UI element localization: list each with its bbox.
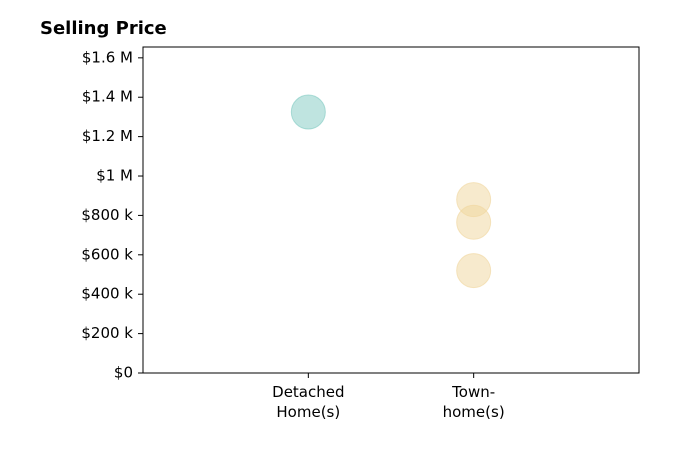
y-tick-label: $1.6 M	[82, 48, 133, 66]
chart-title: Selling Price	[40, 18, 167, 39]
y-tick-label: $1 M	[96, 167, 133, 185]
y-tick-label: $0	[114, 364, 133, 382]
y-tick-label: $1.4 M	[82, 88, 133, 106]
point	[456, 204, 492, 240]
y-tick-label: $600 k	[81, 245, 133, 263]
y-tick-label: $200 k	[81, 324, 133, 342]
y-tick-label: $1.2 M	[82, 127, 133, 145]
point	[456, 253, 492, 289]
plot-frame	[142, 46, 640, 374]
x-tick-label: Detached Home(s)	[272, 383, 345, 421]
y-tick-label: $400 k	[81, 285, 133, 303]
x-tick-label: Town- home(s)	[442, 383, 505, 421]
y-tick-label: $800 k	[81, 206, 133, 224]
point	[290, 94, 326, 130]
